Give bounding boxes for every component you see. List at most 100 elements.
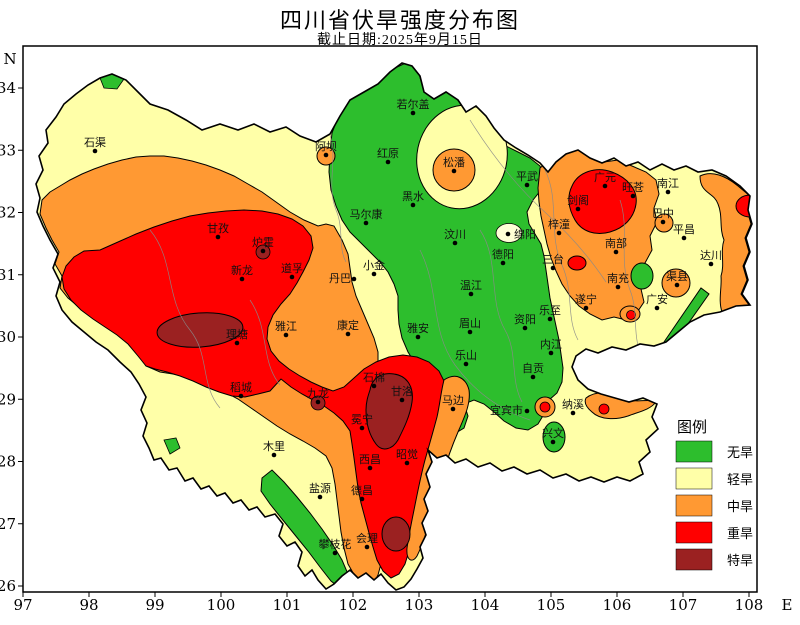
station-marker xyxy=(524,408,530,414)
station-label: 黑水 xyxy=(402,190,424,203)
station-marker xyxy=(550,265,556,271)
station-label: 德昌 xyxy=(351,483,373,497)
station-label: 梓潼 xyxy=(548,217,570,231)
x-tick-label: 99 xyxy=(145,596,164,614)
station-label: 道孚 xyxy=(281,261,303,275)
station-label: 攀枝花 xyxy=(319,537,352,551)
x-tick-label: 106 xyxy=(603,596,632,614)
station-marker xyxy=(583,305,589,311)
x-tick-label: 97 xyxy=(13,596,32,614)
station-label: 康定 xyxy=(337,318,359,332)
station-marker xyxy=(260,248,266,254)
station-label: 马尔康 xyxy=(350,207,383,221)
plot-frame xyxy=(22,45,758,593)
map-subtitle: 截止日期:2025年9月15日 xyxy=(317,33,483,48)
station-marker xyxy=(283,332,289,338)
station-label: 旺苍 xyxy=(622,181,644,194)
station-marker xyxy=(371,383,377,389)
region-extreme-ganluo xyxy=(365,373,413,450)
station-label: 新龙 xyxy=(231,263,253,277)
station-label: 三台 xyxy=(542,252,564,266)
station-label: 盐源 xyxy=(309,481,331,495)
station-marker xyxy=(415,334,421,340)
station-label: 昭觉 xyxy=(396,448,418,461)
station-marker xyxy=(289,274,295,280)
x-tick-label: 100 xyxy=(207,596,236,614)
station-label: 乐至 xyxy=(539,304,561,317)
station-marker xyxy=(530,374,536,380)
station-marker xyxy=(630,193,636,199)
legend-swatch xyxy=(675,521,713,544)
station-label: 温江 xyxy=(460,279,482,292)
station-label: 雅江 xyxy=(275,319,297,333)
station-label: 丹巴 xyxy=(329,273,351,285)
station-label: 宜宾市 xyxy=(490,403,523,417)
station-label: 德阳 xyxy=(492,247,514,261)
station-label: 广元 xyxy=(594,171,616,184)
legend-label: 中旱 xyxy=(727,499,753,514)
station-marker xyxy=(323,152,329,158)
y-tick-label: 27 xyxy=(0,515,16,533)
region-luzhou-severe-dot xyxy=(598,403,610,415)
station-marker xyxy=(468,291,474,297)
x-tick-label: 104 xyxy=(471,596,500,614)
station-marker xyxy=(367,465,373,471)
y-tick-label: 33 xyxy=(0,141,16,159)
station-marker xyxy=(271,452,277,458)
station-marker xyxy=(615,284,621,290)
station-label: 九龙 xyxy=(307,387,329,400)
y-tick-label: 28 xyxy=(0,453,16,471)
station-label: 若尔盖 xyxy=(397,97,430,111)
station-label: 西昌 xyxy=(359,453,381,466)
station-label: 阿坝 xyxy=(315,139,337,153)
station-label: 理塘 xyxy=(226,327,248,341)
x-tick-label: 98 xyxy=(79,596,98,614)
station-label: 稻城 xyxy=(230,381,252,394)
province-outline xyxy=(35,62,753,591)
station-marker xyxy=(524,182,530,188)
station-marker xyxy=(674,282,680,288)
station-marker xyxy=(234,340,240,346)
station-label: 红原 xyxy=(377,147,399,160)
station-marker xyxy=(505,231,511,237)
station-marker xyxy=(385,159,391,165)
station-label: 内江 xyxy=(540,337,562,351)
legend-swatch xyxy=(675,440,713,463)
region-yibin-severe-dot xyxy=(539,401,551,413)
station-marker xyxy=(550,439,556,445)
x-tick-label: 108 xyxy=(735,596,764,614)
station-marker xyxy=(665,189,671,195)
station-label: 渠县 xyxy=(666,270,688,283)
station-marker xyxy=(547,316,553,322)
y-tick-label: 31 xyxy=(0,266,16,284)
station-label: 石棉 xyxy=(363,370,385,384)
station-label: 遂宁 xyxy=(575,292,597,306)
station-marker xyxy=(602,183,608,189)
station-marker xyxy=(351,276,357,282)
station-marker xyxy=(410,110,416,116)
station-marker xyxy=(463,361,469,367)
station-marker xyxy=(410,202,416,208)
station-label: 巴中 xyxy=(652,207,674,220)
station-label: 资阳 xyxy=(514,313,536,326)
station-marker xyxy=(500,260,506,266)
station-label: 自贡 xyxy=(522,362,544,375)
y-tick-label: 30 xyxy=(0,328,16,346)
y-tick-label: 32 xyxy=(0,204,16,222)
station-label: 汶川 xyxy=(444,227,466,241)
station-marker xyxy=(452,240,458,246)
station-label: 小金 xyxy=(363,258,385,272)
station-label: 乐山 xyxy=(455,349,477,362)
station-label: 纳溪 xyxy=(562,398,584,411)
station-marker xyxy=(317,494,323,500)
station-marker xyxy=(660,219,666,225)
station-marker xyxy=(654,305,660,311)
station-label: 雅安 xyxy=(407,321,429,335)
legend-label: 无旱 xyxy=(727,445,753,460)
x-tick-label: 105 xyxy=(537,596,566,614)
legend-swatch xyxy=(675,494,713,517)
station-marker xyxy=(575,206,581,212)
